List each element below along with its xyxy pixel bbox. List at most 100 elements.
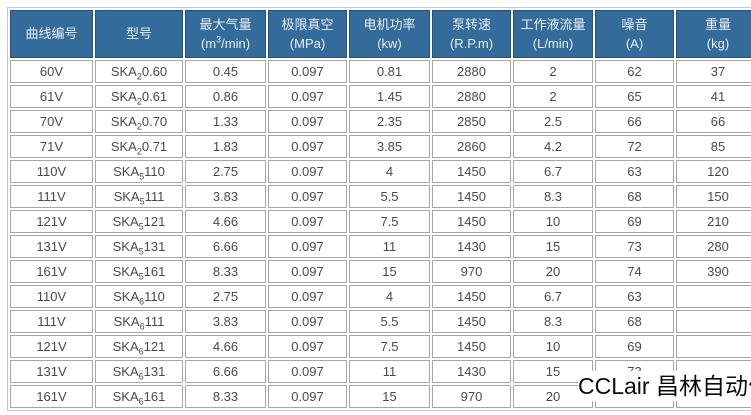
cell-liquid-flow: 10 [513,210,593,233]
cell-noise: 69 [595,210,674,233]
cell-pump-speed: 1450 [432,335,511,358]
column-header-7: 噪音 (A) [595,10,674,58]
cell-liquid-flow: 2 [513,60,593,83]
cell-curve-number: 111V [10,185,93,208]
cell-motor-power: 15 [349,260,430,283]
cell-pump-speed: 1430 [432,235,511,258]
cell-model: SKA6131 [95,360,183,383]
table-row: 110V SKA6110 2.75 0.097 4 1450 6.7 63 [10,285,751,308]
cell-liquid-flow: 20 [513,385,593,408]
cell-pump-speed: 2880 [432,60,511,83]
cell-pump-speed: 1450 [432,160,511,183]
cell-noise: 68 [595,185,674,208]
cell-pump-speed: 1450 [432,285,511,308]
cell-model: SKA5111 [95,185,183,208]
cell-model: SKA20.70 [95,110,183,133]
cell-model: SKA5161 [95,260,183,283]
cell-model: SKA6111 [95,310,183,333]
table-row: 60V SKA20.60 0.45 0.097 0.81 2880 2 62 37 [10,60,751,83]
cell-max-air-volume: 1.83 [185,135,266,158]
cell-motor-power: 1.45 [349,85,430,108]
cell-weight: 280 [676,235,751,258]
cell-weight: 120 [676,160,751,183]
cell-max-air-volume: 0.45 [185,60,266,83]
cell-curve-number: 131V [10,360,93,383]
cell-weight: 390 [676,260,751,283]
table-row: 61V SKA20.61 0.86 0.097 1.45 2880 2 65 41 [10,85,751,108]
cell-liquid-flow: 8.3 [513,185,593,208]
table-row: 121V SKA5121 4.66 0.097 7.5 1450 10 69 210 [10,210,751,233]
cell-motor-power: 11 [349,360,430,383]
cell-pump-speed: 2860 [432,135,511,158]
table-row: 110V SKA5110 2.75 0.097 4 1450 6.7 63 120 [10,160,751,183]
cell-max-air-volume: 0.86 [185,85,266,108]
cell-motor-power: 7.5 [349,335,430,358]
column-header-1: 型号 [95,10,183,58]
cell-noise: 65 [595,85,674,108]
column-header-5: 泵转速(R.P.m) [432,10,511,58]
table-row: 161V SKA5161 8.33 0.097 15 970 20 74 390 [10,260,751,283]
cell-motor-power: 0.81 [349,60,430,83]
cell-motor-power: 4 [349,160,430,183]
table-body: 60V SKA20.60 0.45 0.097 0.81 2880 2 62 37 61V SKA2… [10,60,751,408]
cell-pump-speed: 2880 [432,85,511,108]
cell-max-air-volume: 8.33 [185,260,266,283]
cell-weight: 85 [676,135,751,158]
cell-noise: 69 [595,335,674,358]
cell-curve-number: 161V [10,385,93,408]
cell-ultimate-vacuum: 0.097 [268,85,347,108]
cell-pump-speed: 1450 [432,185,511,208]
cell-max-air-volume: 3.83 [185,185,266,208]
cell-curve-number: 111V [10,310,93,333]
cell-model: SKA5121 [95,210,183,233]
cell-max-air-volume: 4.66 [185,210,266,233]
cell-motor-power: 11 [349,235,430,258]
cell-weight [676,310,751,333]
cell-liquid-flow: 4.2 [513,135,593,158]
cell-noise: 66 [595,110,674,133]
cell-curve-number: 110V [10,285,93,308]
column-header-6: 工作液流量 (L/min) [513,10,593,58]
cell-ultimate-vacuum: 0.097 [268,60,347,83]
cell-curve-number: 70V [10,110,93,133]
cell-pump-speed: 970 [432,260,511,283]
table-row: 131V SKA5131 6.66 0.097 11 1430 15 73 280 [10,235,751,258]
cell-pump-speed: 1450 [432,310,511,333]
cell-motor-power: 4 [349,285,430,308]
brand-watermark: CCLair 昌林自动化 [578,371,751,401]
table-row: 71V SKA20.71 1.83 0.097 3.85 2860 4.2 72 85 [10,135,751,158]
cell-curve-number: 121V [10,335,93,358]
cell-liquid-flow: 10 [513,335,593,358]
cell-motor-power: 3.85 [349,135,430,158]
cell-pump-speed: 1450 [432,210,511,233]
column-header-8: 重量 (kg) [676,10,751,58]
cell-noise: 62 [595,60,674,83]
cell-liquid-flow: 6.7 [513,160,593,183]
cell-motor-power: 2.35 [349,110,430,133]
pump-spec-table-container: 曲线编号 型号 最大气量 (m3/min) 极限真空 (MPa) 电机功率 (kw) 泵转速(R… [7,7,751,411]
cell-model: SKA6121 [95,335,183,358]
cell-curve-number: 60V [10,60,93,83]
cell-noise: 63 [595,285,674,308]
cell-liquid-flow: 6.7 [513,285,593,308]
cell-weight: 66 [676,110,751,133]
cell-pump-speed: 1430 [432,360,511,383]
cell-ultimate-vacuum: 0.097 [268,335,347,358]
cell-liquid-flow: 8.3 [513,310,593,333]
cell-max-air-volume: 6.66 [185,235,266,258]
cell-model: SKA20.71 [95,135,183,158]
cell-motor-power: 5.5 [349,310,430,333]
cell-ultimate-vacuum: 0.097 [268,135,347,158]
cell-ultimate-vacuum: 0.097 [268,310,347,333]
cell-noise: 68 [595,310,674,333]
header-row: 曲线编号 型号 最大气量 (m3/min) 极限真空 (MPa) 电机功率 (kw) 泵转速(R… [10,10,751,58]
table-row: 121V SKA6121 4.66 0.097 7.5 1450 10 69 [10,335,751,358]
cell-model: SKA20.61 [95,85,183,108]
cell-weight [676,335,751,358]
cell-motor-power: 7.5 [349,210,430,233]
pump-spec-table: 曲线编号 型号 最大气量 (m3/min) 极限真空 (MPa) 电机功率 (kw) 泵转速(R… [7,7,751,411]
cell-weight: 210 [676,210,751,233]
cell-max-air-volume: 2.75 [185,160,266,183]
cell-model: SKA5131 [95,235,183,258]
cell-noise: 63 [595,160,674,183]
